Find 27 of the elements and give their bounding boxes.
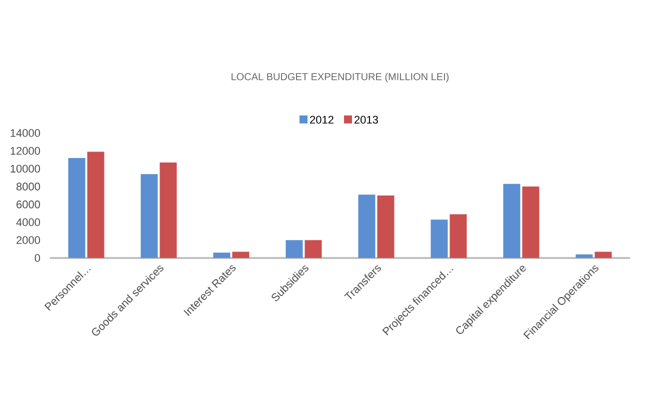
bar	[576, 254, 593, 258]
bar	[213, 252, 230, 258]
y-tick-label: 2000	[16, 236, 40, 244]
bar	[68, 158, 86, 258]
bar	[140, 174, 158, 258]
bar	[594, 252, 612, 258]
y-tick-label: 0	[34, 254, 40, 262]
legend-label: 2013	[354, 116, 378, 124]
bar	[377, 195, 394, 258]
legend-label: 2012	[310, 116, 334, 124]
bar	[286, 240, 303, 258]
y-tick-label: 6000	[16, 200, 40, 208]
bar	[358, 194, 376, 258]
y-tick-label: 14000	[10, 129, 40, 137]
bar	[503, 184, 520, 258]
bar	[160, 162, 177, 258]
chart-title: LOCAL BUDGET EXPENDITURE (MILLION LEI)	[232, 72, 449, 82]
bar	[430, 220, 448, 258]
bar	[522, 186, 540, 258]
bar	[450, 214, 467, 258]
y-tick-label: 12000	[10, 146, 40, 155]
bar	[87, 152, 104, 258]
y-tick-label: 4000	[16, 218, 40, 226]
bar	[232, 252, 250, 258]
bar	[304, 240, 322, 258]
y-tick-label: 8000	[16, 182, 40, 190]
y-tick-label: 10000	[10, 164, 40, 173]
